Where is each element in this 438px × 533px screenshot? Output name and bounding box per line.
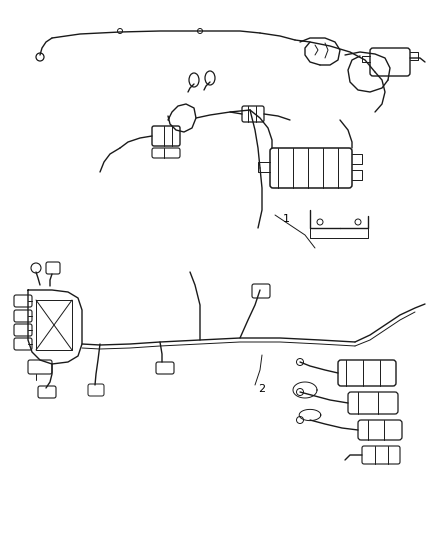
Text: 1: 1: [283, 214, 290, 224]
Text: 2: 2: [258, 384, 265, 394]
